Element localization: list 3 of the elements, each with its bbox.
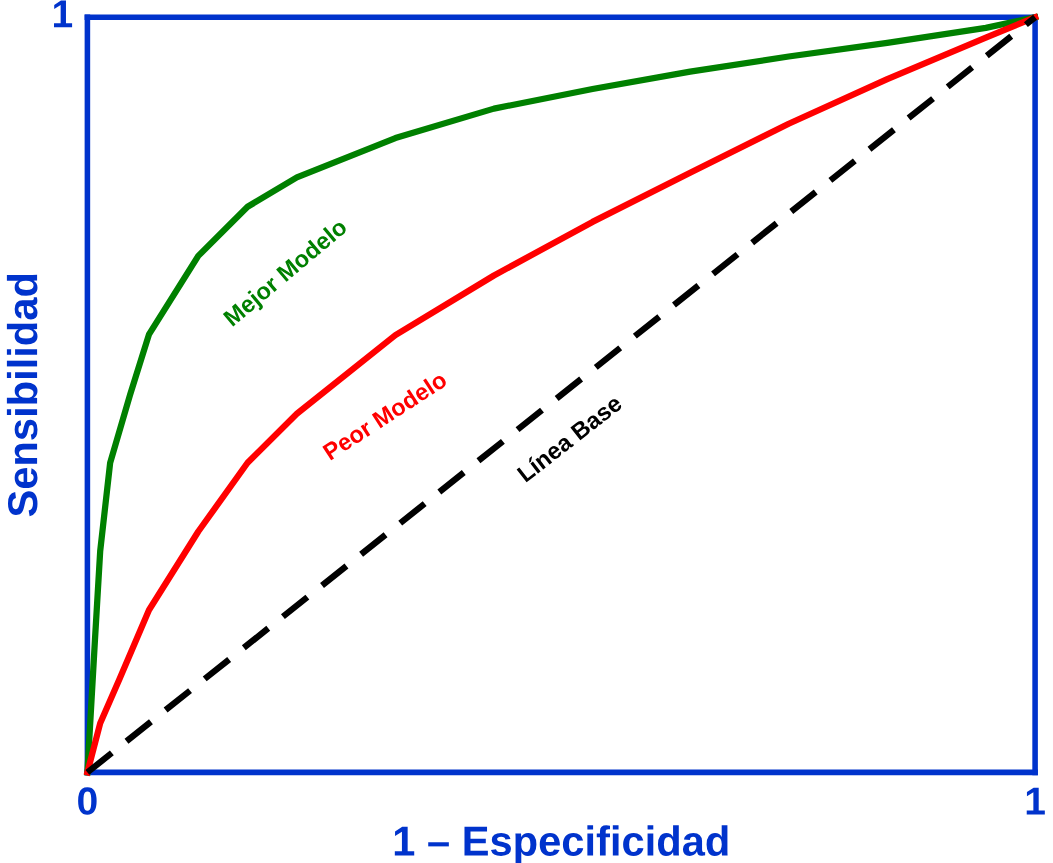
text: 1 bbox=[54, 0, 73, 28]
y-axis-title: Sensibilidad bbox=[6, 274, 38, 517]
x-tick-label: 0 bbox=[78, 787, 97, 815]
